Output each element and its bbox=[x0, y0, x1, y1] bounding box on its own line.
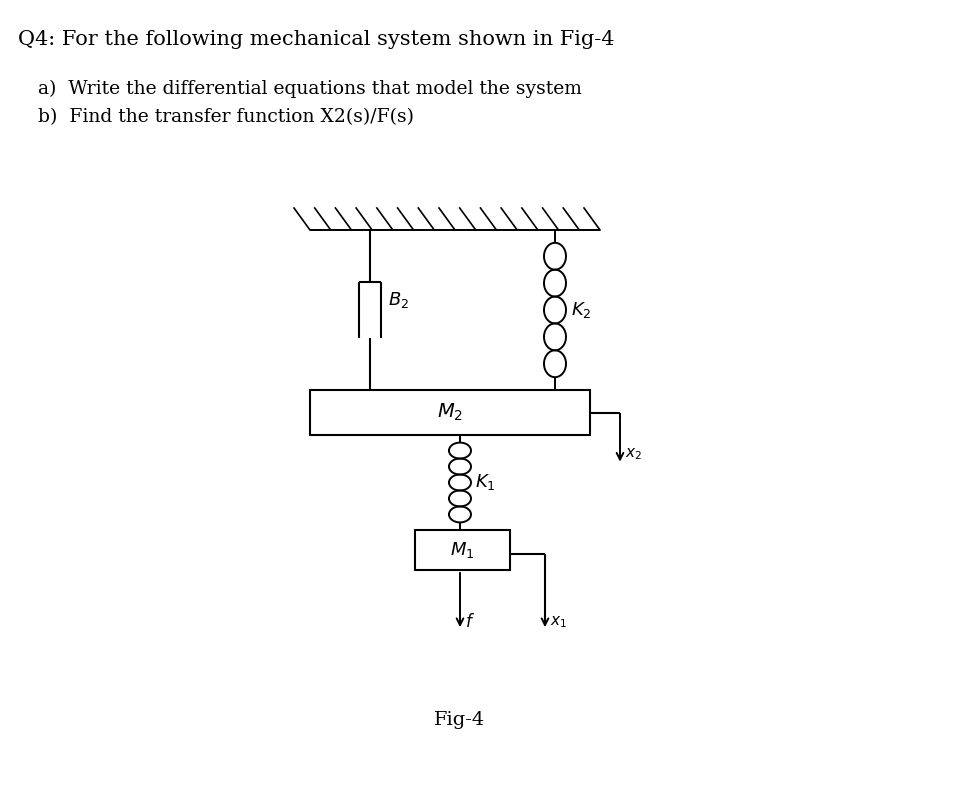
Text: $x_1$: $x_1$ bbox=[550, 614, 567, 629]
Text: $M_1$: $M_1$ bbox=[450, 540, 475, 560]
Text: b)  Find the transfer function X2(s)/F(s): b) Find the transfer function X2(s)/F(s) bbox=[38, 108, 414, 126]
Text: $M_2$: $M_2$ bbox=[437, 402, 463, 423]
Text: $K_2$: $K_2$ bbox=[571, 300, 591, 320]
Text: $x_2$: $x_2$ bbox=[625, 447, 642, 463]
Text: Q4: For the following mechanical system shown in Fig-4: Q4: For the following mechanical system … bbox=[18, 30, 614, 49]
Text: $B_2$: $B_2$ bbox=[388, 290, 409, 310]
Bar bbox=[310, 390, 590, 435]
Bar bbox=[415, 530, 510, 570]
Text: $f$: $f$ bbox=[465, 613, 475, 631]
Text: a)  Write the differential equations that model the system: a) Write the differential equations that… bbox=[38, 80, 582, 98]
Text: $K_1$: $K_1$ bbox=[475, 472, 495, 492]
Text: Fig-4: Fig-4 bbox=[434, 711, 486, 729]
